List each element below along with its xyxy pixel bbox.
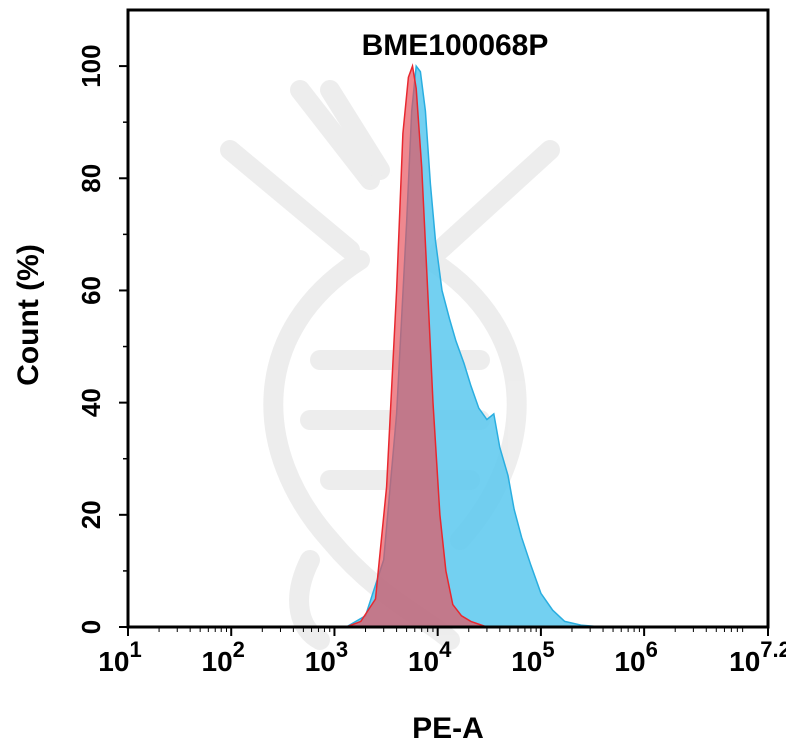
x-tick-label: 107.2 [729,637,786,677]
y-axis-label: Count (%) [12,244,45,386]
x-axis-label: PE-A [412,712,484,745]
x-tick-label: 105 [511,637,554,677]
x-tick-label: 102 [202,637,245,677]
x-tick-label: 106 [614,637,657,677]
y-tick-label: 100 [76,44,106,87]
x-tick-label: 101 [98,637,141,677]
y-axis-ticks: 0 20 40 60 80 100 [76,44,128,634]
y-tick-label: 60 [76,276,106,305]
y-tick-label: 40 [76,388,106,417]
y-tick-label: 20 [76,500,106,529]
chart-title: BME100068P [362,29,549,62]
series-layer [346,66,603,627]
y-tick-label: 80 [76,164,106,193]
x-tick-label: 104 [408,637,452,677]
y-tick-label: 0 [76,620,106,634]
